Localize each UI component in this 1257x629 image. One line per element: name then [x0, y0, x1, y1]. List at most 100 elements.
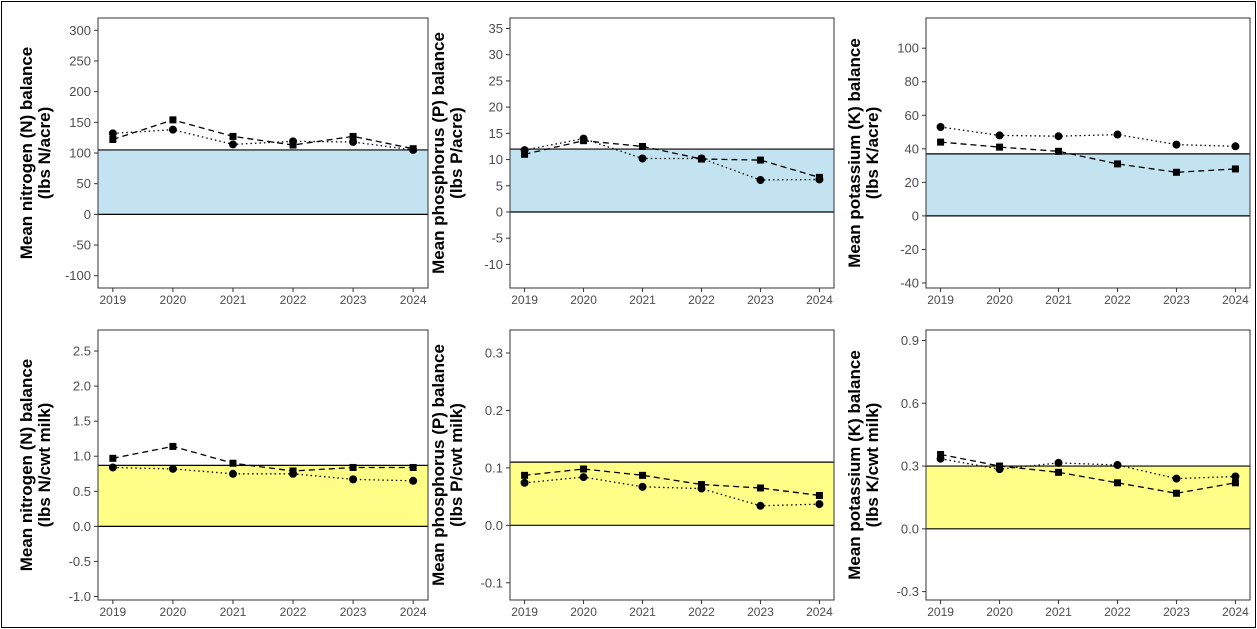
y-tick-label: 5	[496, 178, 503, 193]
y-axis-title-units: (lbs P/cwt milk)	[447, 403, 466, 527]
y-tick-label: 0.9	[901, 333, 919, 348]
y-axis-title: Mean phosphorus (P) balance	[429, 32, 448, 274]
data-point-square	[1231, 479, 1239, 487]
y-tick-label: -0.5	[69, 554, 91, 569]
data-point-square	[1113, 479, 1121, 487]
y-axis-title: Mean nitrogen (N) balance	[17, 47, 36, 260]
data-point-circle	[579, 134, 588, 143]
data-point-square	[229, 132, 237, 140]
data-point-circle	[108, 129, 117, 138]
data-point-circle	[1231, 472, 1240, 481]
x-tick-label: 2019	[927, 293, 954, 307]
series-line-1	[112, 119, 414, 150]
y-axis-title-units: (lbs N/acre)	[35, 107, 54, 200]
panel-border	[97, 17, 429, 289]
y-tick-label: 20	[489, 100, 503, 115]
panel-4: -1.0 -0.5 0.0 0.5 1.0 1.5 2.0 2.5 2019 2020 2021 20…	[17, 329, 429, 619]
series-line-2	[940, 458, 1236, 480]
x-tick-label: 2021	[629, 293, 656, 307]
data-point-circle	[228, 140, 237, 149]
data-point-circle	[697, 484, 706, 493]
y-tick-label: -0.3	[897, 584, 919, 599]
data-point-circle	[995, 465, 1004, 474]
y-tick-label: 60	[905, 108, 919, 123]
data-point-square	[937, 138, 945, 146]
y-tick-label: -0.1	[481, 575, 503, 590]
y-tick-label: 100	[897, 41, 919, 56]
x-tick-label: 2023	[747, 293, 774, 307]
x-tick-label: 2024	[806, 293, 833, 307]
panel-5: -0.1 0.0 0.1 0.2 0.3 2019 2020 2021 2022 2023 2024…	[429, 329, 835, 619]
data-point-circle	[579, 473, 588, 482]
data-point-square	[639, 142, 647, 150]
data-point-circle	[1172, 140, 1181, 149]
series-line-1	[940, 453, 1236, 494]
y-tick-label: -50	[72, 238, 91, 253]
y-tick-label: 0.3	[901, 459, 919, 474]
data-point-square	[349, 463, 357, 471]
data-point-circle	[289, 469, 298, 478]
x-tick-label: 2019	[99, 605, 126, 619]
x-tick-label: 2022	[688, 293, 715, 307]
panel-border	[925, 17, 1251, 289]
x-tick-label: 2021	[1045, 293, 1072, 307]
y-axis-title-units: (lbs K/cwt milk)	[863, 403, 882, 528]
y-axis-title: Mean phosphorus (P) balance	[429, 344, 448, 586]
y-tick-label: 0.0	[485, 518, 503, 533]
panel-6: -0.3 0.0 0.3 0.6 0.9 2019 2020 2021 2022 2023 2024…	[845, 329, 1251, 619]
data-point-square	[697, 481, 705, 489]
y-axis-title: Mean potassium (K) balance	[845, 350, 864, 580]
series-line-1	[524, 140, 820, 179]
data-point-square	[639, 471, 647, 479]
y-tick-label: 0	[496, 204, 503, 219]
data-point-square	[1172, 489, 1180, 497]
y-axis-title-units: (lbs N/cwt milk)	[35, 403, 54, 528]
series-line-1	[112, 445, 414, 472]
panel-border	[509, 329, 835, 601]
x-tick-label: 2022	[1104, 293, 1131, 307]
y-tick-label: 0	[84, 207, 91, 222]
data-point-square	[169, 116, 177, 124]
data-point-square	[1113, 160, 1121, 168]
y-tick-label: 0.6	[901, 396, 919, 411]
y-tick-label: 300	[69, 23, 91, 38]
x-tick-label: 2020	[160, 605, 187, 619]
panel-1: -100 -50 0 50 100 150 200 250 300 2019 2020 2021 202…	[17, 17, 429, 307]
plot-background	[926, 330, 1250, 600]
y-tick-label: -100	[65, 268, 91, 283]
y-tick-label: 0	[912, 208, 919, 223]
y-tick-label: -20	[900, 242, 919, 257]
x-tick-label: 2021	[629, 605, 656, 619]
y-tick-label: 100	[69, 146, 91, 161]
data-point-square	[815, 491, 823, 499]
x-tick-label: 2021	[220, 605, 247, 619]
data-point-circle	[815, 500, 824, 509]
data-point-square	[937, 451, 945, 459]
data-point-circle	[936, 454, 945, 463]
series-line-2	[940, 126, 1236, 147]
y-tick-label: -40	[900, 275, 919, 290]
x-tick-label: 2019	[99, 293, 126, 307]
data-point-circle	[349, 137, 358, 146]
reference-band	[510, 149, 834, 212]
y-tick-label: 150	[69, 115, 91, 130]
y-tick-label: 2.0	[73, 379, 91, 394]
y-tick-label: 50	[77, 176, 91, 191]
x-tick-label: 2022	[280, 293, 307, 307]
x-tick-label: 2024	[400, 605, 427, 619]
data-point-circle	[1113, 461, 1122, 469]
data-point-circle	[520, 478, 529, 487]
y-tick-label: 1.5	[73, 414, 91, 429]
data-point-circle	[756, 176, 765, 184]
y-tick-label: 0.1	[485, 460, 503, 475]
reference-band	[98, 465, 428, 527]
data-point-square	[1055, 147, 1063, 155]
data-point-circle	[108, 463, 117, 472]
x-tick-label: 2023	[1163, 293, 1190, 307]
data-point-circle	[168, 125, 177, 134]
data-point-square	[109, 136, 117, 143]
panel-3: -40 -20 0 20 40 60 80 100 2019 2020 2021 2022 2023 20…	[845, 17, 1251, 307]
x-tick-label: 2024	[1222, 293, 1249, 307]
